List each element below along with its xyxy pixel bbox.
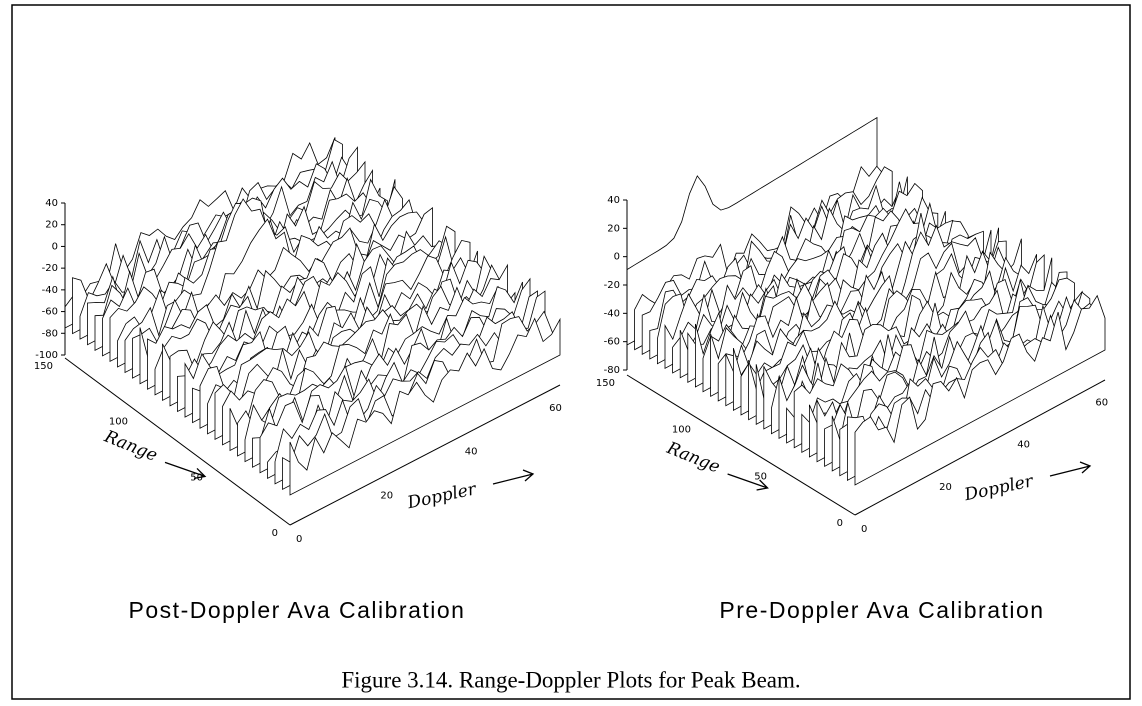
panel-title: Pre-Doppler Ava Calibration [719, 597, 1044, 623]
range-tick-label: 100 [672, 425, 691, 436]
doppler-tick-label: 0 [296, 534, 302, 545]
doppler-tick-label: 0 [861, 524, 867, 535]
range-tick-label: 0 [837, 518, 843, 529]
z-tick-label: -80 [604, 365, 620, 376]
z-tick-label: -20 [42, 263, 58, 274]
doppler-arrow [1049, 461, 1092, 477]
surface-row [289, 317, 561, 496]
doppler-tick-label: 40 [465, 447, 478, 458]
doppler-tick-label: 20 [380, 490, 393, 501]
range-axis [64, 357, 291, 526]
z-tick-label: 20 [607, 223, 620, 234]
z-tick-label: 0 [52, 241, 58, 252]
z-tick-label: 40 [45, 198, 58, 209]
z-tick-label: -40 [604, 308, 620, 319]
doppler-tick-label: 60 [1095, 397, 1108, 408]
surface-row [854, 294, 1106, 486]
doppler-arrow [492, 469, 535, 485]
range-tick-label: 100 [109, 417, 128, 428]
z-tick-label: -80 [42, 328, 58, 339]
z-tick-label: -60 [42, 307, 58, 318]
z-tick-label: -40 [42, 285, 58, 296]
range-tick-label: 150 [34, 361, 53, 372]
doppler-axis [854, 379, 1106, 516]
surface-plot: 40200-20-40-60-801501005000204060RangeDo… [596, 116, 1108, 535]
range-tick-label: 0 [272, 528, 278, 539]
doppler-tick-label: 20 [939, 482, 952, 493]
z-tick-label: 20 [45, 220, 58, 231]
z-tick-label: -100 [35, 350, 58, 361]
z-tick-label: -60 [604, 337, 620, 348]
range-arrow [727, 473, 769, 491]
range-arrow [164, 461, 207, 480]
doppler-tick-label: 40 [1017, 440, 1030, 451]
range-axis [626, 374, 856, 516]
doppler-axis [289, 384, 561, 526]
figure-caption: Figure 3.14. Range-Doppler Plots for Pea… [341, 667, 800, 692]
range-tick-label: 150 [596, 378, 615, 389]
range-tick-label: 50 [754, 471, 767, 482]
z-tick-label: -20 [604, 280, 620, 291]
doppler-tick-label: 60 [549, 403, 562, 414]
z-tick-label: 0 [614, 252, 620, 263]
panel-title: Post-Doppler Ava Calibration [129, 597, 466, 623]
z-tick-label: 40 [607, 195, 620, 206]
surface-plot: 40200-20-40-60-80-1001501005000204060Ran… [34, 137, 562, 545]
